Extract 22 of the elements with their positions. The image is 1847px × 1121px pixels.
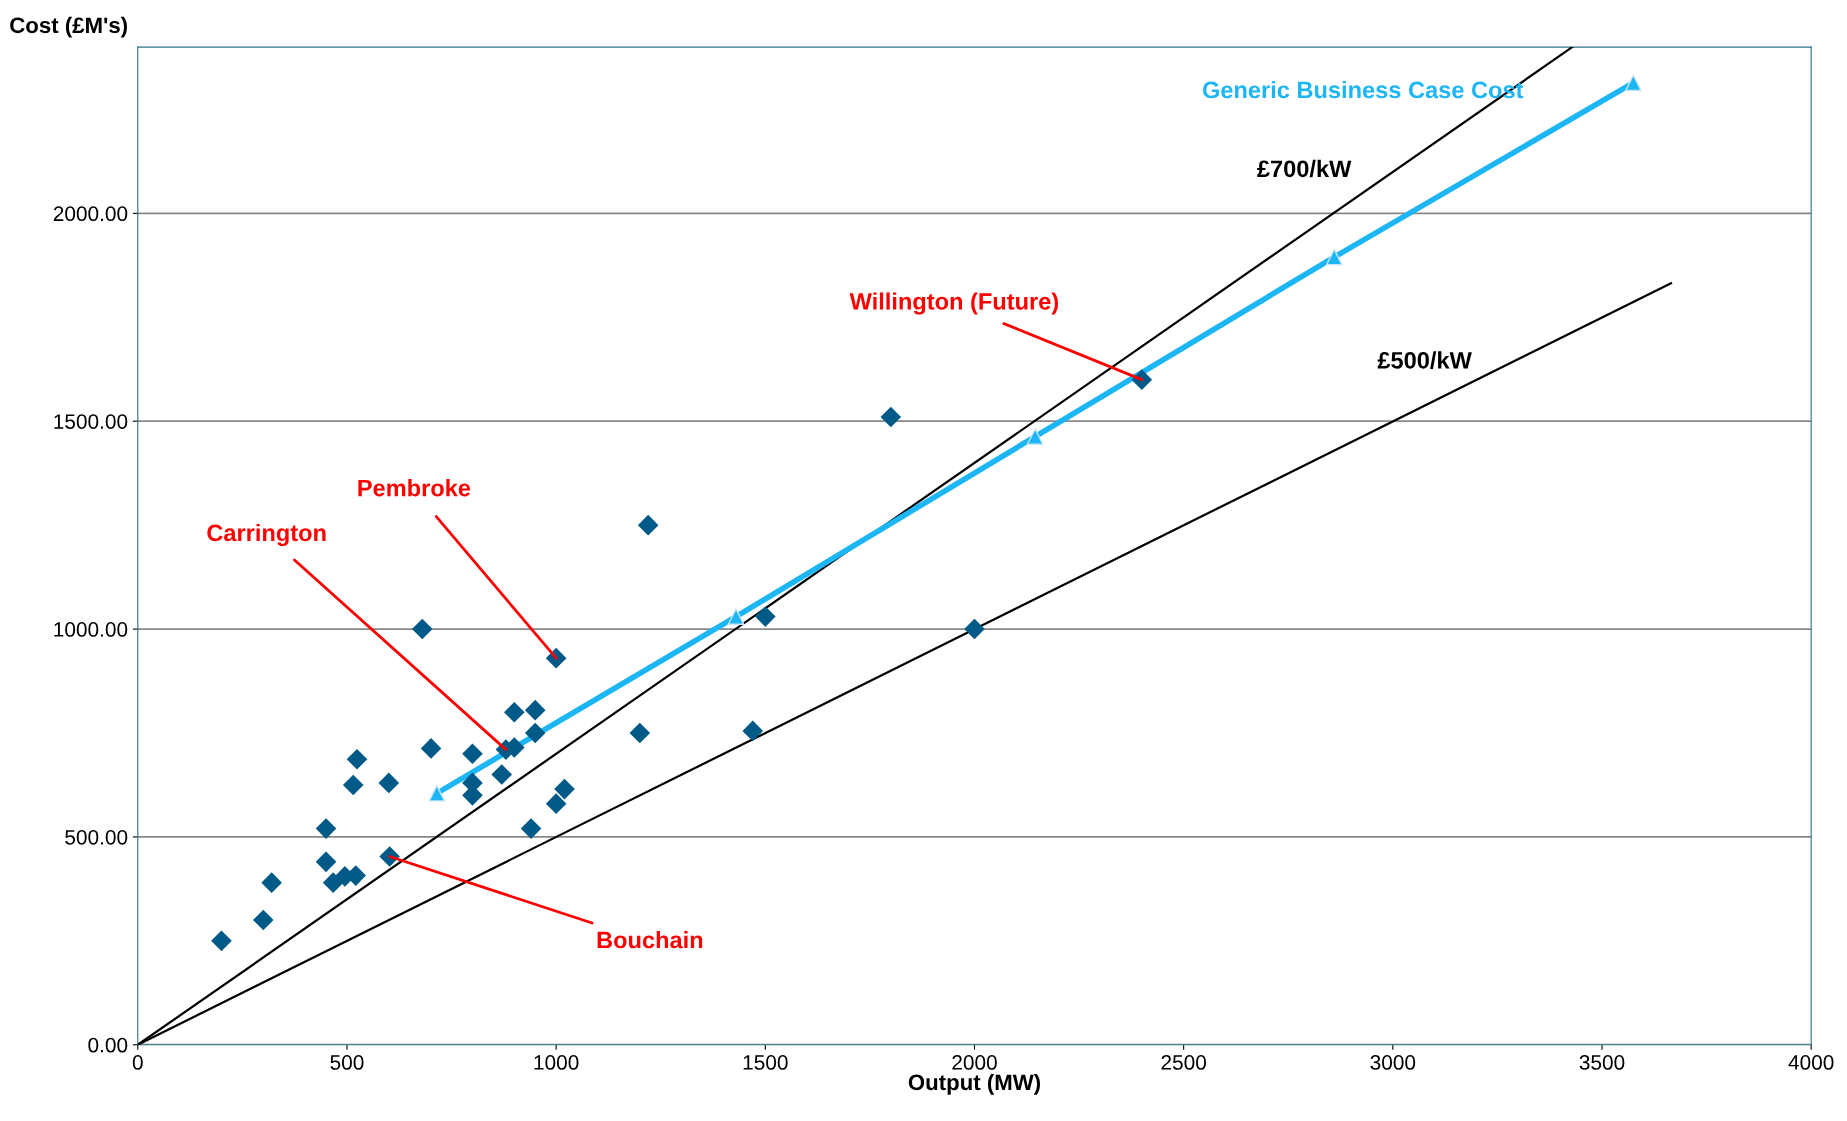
x-tick-label: 500 xyxy=(330,1055,364,1070)
y-tick-label: 1500.00 xyxy=(54,414,128,429)
series-label: £500/kW xyxy=(1377,351,1472,369)
annotation: Carrington xyxy=(207,523,326,547)
x-tick-label: 1000 xyxy=(534,1055,579,1070)
y-tick-label: 500.00 xyxy=(65,829,128,845)
series-label: £700/kW xyxy=(1257,159,1352,178)
y-tick-label: 0.00 xyxy=(88,1037,128,1053)
annotation: Bouchain xyxy=(597,931,703,949)
x-axis-title: Output (MW) xyxy=(908,1073,1041,1095)
x-tick-label: 2000 xyxy=(952,1055,997,1070)
annotation: Willington (Future) xyxy=(849,292,1059,315)
x-tick-label: 3500 xyxy=(1579,1055,1625,1070)
y-axis-title: Cost (£M's) xyxy=(10,16,127,38)
x-tick-label: 0 xyxy=(132,1055,143,1070)
x-tick-label: 3000 xyxy=(1370,1055,1416,1070)
annotation: Pembroke xyxy=(358,479,471,497)
y-tick-label: 1000.00 xyxy=(54,622,128,637)
y-tick-label: 2000.00 xyxy=(53,206,128,222)
x-tick-label: 2500 xyxy=(1161,1055,1207,1070)
x-tick-label: 4000 xyxy=(1788,1055,1834,1070)
x-tick-label: 1500 xyxy=(743,1055,788,1070)
